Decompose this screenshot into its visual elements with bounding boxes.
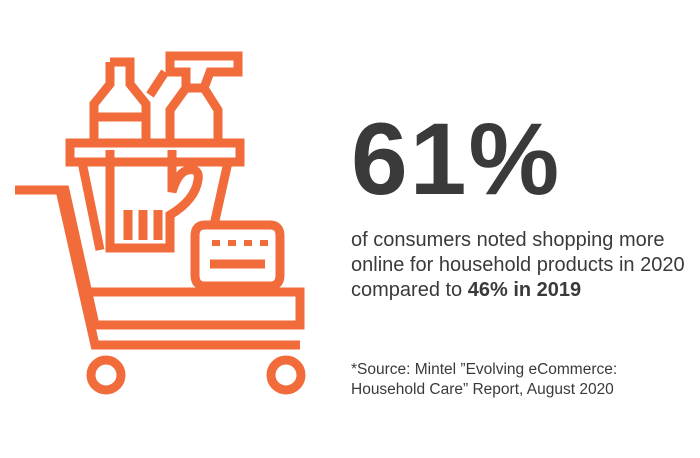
cart-wheel-left — [86, 355, 126, 395]
spray-bottle-body — [165, 85, 223, 143]
glove-fingers — [123, 210, 163, 240]
sponge-dot — [260, 240, 268, 246]
bottle-left — [89, 57, 151, 143]
stat-block: 61% of consumers noted shopping more onl… — [351, 108, 691, 303]
stat-description-highlight: 46% in 2019 — [467, 279, 582, 301]
source-citation: *Source: Mintel ”Evolving eCommerce: Hou… — [351, 360, 691, 400]
shopping-cart-with-cleaning-products-icon — [15, 51, 306, 395]
cart-frame — [15, 185, 305, 330]
bucket-body — [77, 161, 233, 251]
sponge-dot — [244, 240, 252, 246]
cart-wheel-right — [266, 355, 306, 395]
source-line-1: *Source: Mintel ”Evolving eCommerce: — [351, 361, 618, 378]
spray-bottle-head — [165, 51, 243, 93]
source-line-2: Household Care” Report, August 2020 — [351, 381, 614, 398]
sponge-dot — [212, 240, 220, 246]
stat-number: 61% — [351, 102, 562, 216]
cart-base — [55, 189, 300, 350]
stat-description-text: of consumers noted shopping more online … — [351, 229, 685, 301]
bucket-rim — [65, 138, 245, 167]
stat-description: of consumers noted shopping more online … — [351, 228, 691, 303]
sponge — [190, 220, 285, 291]
glove — [105, 150, 203, 253]
sponge-dot — [228, 240, 236, 246]
spray-trigger — [146, 69, 169, 98]
